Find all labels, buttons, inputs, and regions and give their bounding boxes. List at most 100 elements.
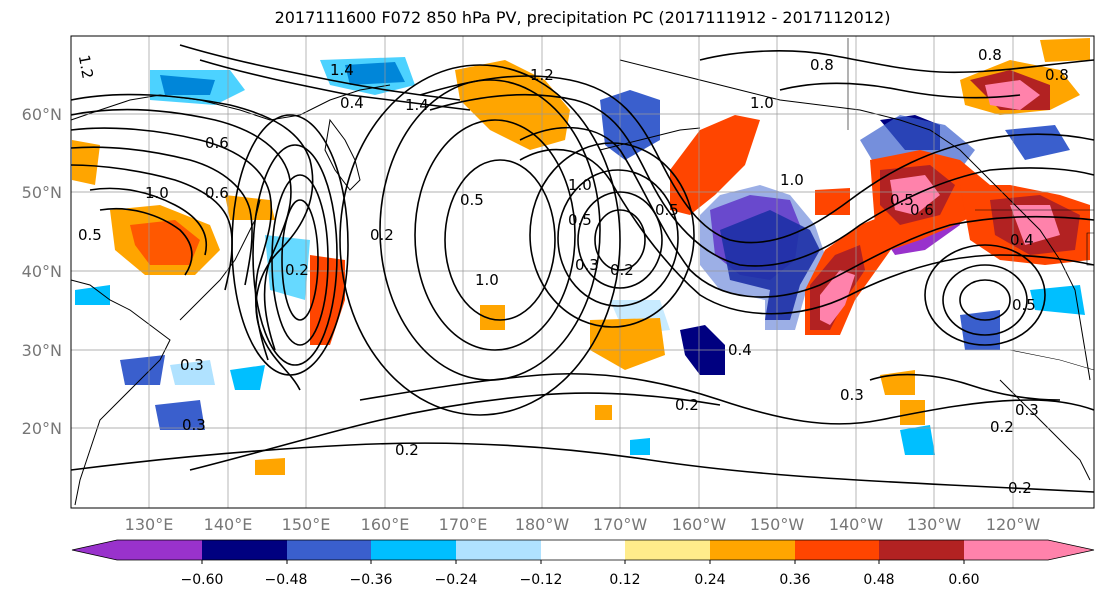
colorbar-segment [710, 540, 795, 560]
contour-label: 0.5 [655, 201, 679, 219]
contour-west-2 [70, 108, 292, 351]
colorbar-tick: −0.24 [434, 572, 478, 588]
shade-orangered-1 [670, 115, 760, 215]
shade-cyan-6 [75, 285, 110, 305]
colorbar-extend-max [1048, 540, 1094, 560]
contour-label: 0.2 [610, 261, 634, 279]
colorbar-segment [879, 540, 964, 560]
contour-west-6 [89, 187, 207, 256]
contour-label: 0.2 [370, 226, 394, 244]
shade-cyan-5 [900, 425, 935, 455]
contour-jet-5 [359, 372, 1095, 425]
lon-label-130e: 130°E [124, 515, 174, 534]
contour-jet-1 [419, 75, 1095, 244]
contour-loop-170w-2 [577, 191, 663, 289]
lat-label-30n: 30°N [21, 341, 62, 360]
shade-orange-6 [1040, 38, 1090, 62]
lon-label-170w: 170°W [592, 515, 648, 534]
contour-west-4 [70, 146, 253, 286]
colorbar-tick: −0.60 [180, 572, 224, 588]
shade-cyan-2 [320, 57, 415, 95]
lon-label-120w: 120°W [985, 515, 1041, 534]
colorbar-segment [795, 540, 879, 560]
pv-contours [70, 44, 1095, 493]
shade-orangered-7 [130, 220, 200, 265]
shade-orange-10 [255, 458, 285, 475]
colorbar-tick: 0.24 [694, 572, 726, 588]
colorbar-tick: −0.48 [264, 572, 308, 588]
shade-pink-3 [820, 270, 855, 325]
contour-label: 0.3 [182, 416, 206, 434]
contour-loop-150e-4 [231, 114, 349, 376]
shade-orange-9 [900, 400, 925, 425]
colorbar [71, 539, 1095, 564]
contour-label: 1.4 [405, 96, 429, 114]
lat-label-20n: 20°N [21, 419, 62, 438]
coastlines [70, 59, 1091, 506]
contour-loop-170w-3 [557, 169, 679, 307]
contour-jet-6 [70, 442, 1095, 493]
lon-label-150e: 150°E [281, 515, 331, 534]
shade-lightblue-2 [170, 360, 215, 385]
contour-north-2 [779, 82, 1021, 99]
colorbar-segment [964, 540, 1048, 560]
shade-orange-12 [72, 140, 100, 185]
contour-label: 0.8 [978, 46, 1002, 64]
contour-jet-4 [519, 148, 1095, 315]
lon-label-140e: 140°E [203, 515, 253, 534]
shade-cyan-3 [265, 235, 310, 300]
contour-label: 0.2 [990, 418, 1014, 436]
coast-nw-asia [70, 84, 391, 121]
map-title: 2017111600 F072 850 hPa PV, precipitatio… [274, 8, 891, 27]
contour-label: 0.6 [205, 134, 229, 152]
contour-label: 0.5 [1012, 296, 1036, 314]
lon-label-170e: 170°E [438, 515, 488, 534]
contour-label: 1.0 [750, 94, 774, 112]
contour-label: 0.3 [180, 356, 204, 374]
colorbar-tick: −0.12 [519, 572, 563, 588]
contour-label: 0.5 [568, 211, 592, 229]
coast-kamchatka [324, 118, 361, 191]
colorbar-segment [287, 540, 371, 560]
coast-asia [70, 279, 171, 506]
colorbar-segment [541, 540, 625, 560]
colorbar-extend-min [72, 540, 117, 560]
contour-label: 0.4 [1010, 231, 1034, 249]
contour-north-1 [699, 50, 1095, 74]
contour-label: 0.5 [890, 191, 914, 209]
contour-loop-150e-1 [281, 199, 319, 321]
contour-label: 1.0 [568, 176, 592, 194]
colorbar-tick: 0.12 [609, 572, 641, 588]
shade-orange-11 [595, 405, 612, 420]
contour-loop-east-2 [942, 264, 1028, 336]
contour-mid-2 [869, 373, 1061, 401]
colorbar-segment [202, 540, 287, 560]
coast-alaska [619, 59, 1091, 381]
contour-label: 0.6 [205, 184, 229, 202]
contour-label: 0.4 [340, 94, 364, 112]
lon-label-160w: 160°W [671, 515, 727, 534]
colorbar-segment [456, 540, 541, 560]
lon-label-160e: 160°E [360, 515, 410, 534]
contour-label: 0.2 [675, 396, 699, 414]
lat-label-60n: 60°N [21, 105, 62, 124]
contour-label: 1.0 [145, 184, 169, 202]
lat-label-50n: 50°N [21, 183, 62, 202]
shade-cyan-8 [630, 438, 650, 455]
contour-loop-east-1 [959, 279, 1011, 321]
colorbar-tick: 0.48 [863, 572, 895, 588]
contour-jet-3 [519, 126, 1095, 298]
contour-label: 0.3 [840, 386, 864, 404]
contour-jet-2 [429, 94, 1095, 267]
shade-blue-3 [155, 400, 205, 430]
contour-label: 0.8 [1045, 66, 1069, 84]
border-us-mexico [1009, 349, 1095, 371]
contour-loop-170e-2 [414, 119, 576, 351]
contour-label: 0.6 [910, 201, 934, 219]
contour-label: 1.0 [780, 171, 804, 189]
contour-loop-150e-3 [252, 144, 338, 366]
shade-orange-5 [480, 305, 505, 330]
colorbar-tick: 0.36 [779, 572, 811, 588]
contour-mid-1 [189, 392, 721, 471]
